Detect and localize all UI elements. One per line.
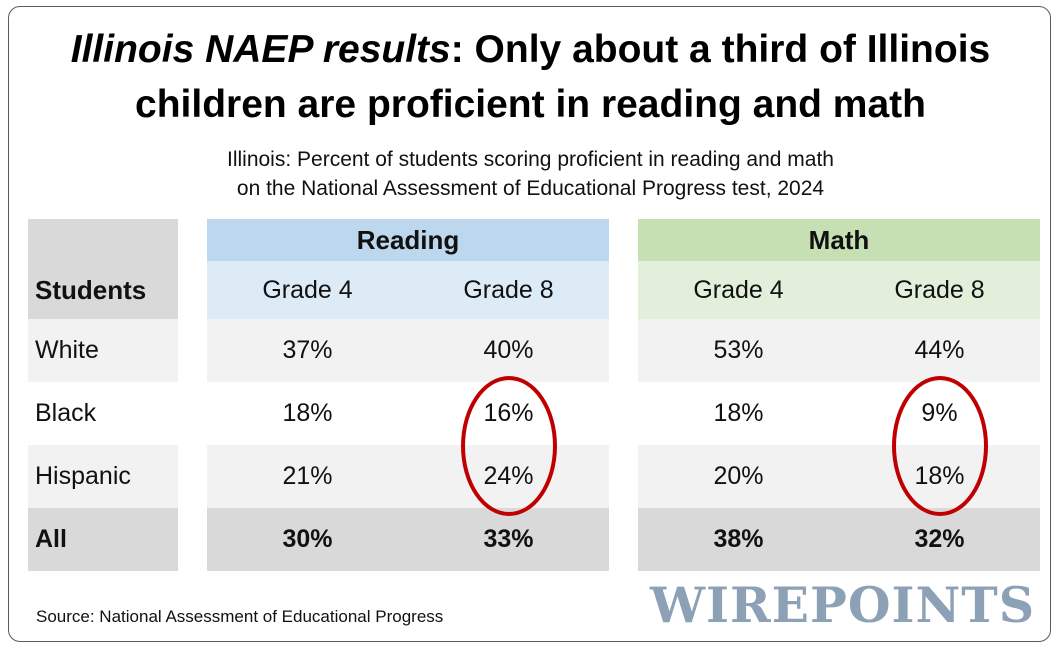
row-label-hispanic: Hispanic (28, 445, 178, 508)
table-cell: 32% (839, 508, 1040, 571)
title-italic-part: Illinois NAEP results (70, 28, 451, 71)
column-header-reading-grade-8: Grade 8 (408, 261, 609, 319)
column-header-math-grade-8: Grade 8 (839, 261, 1040, 319)
table-cell: 18% (282, 399, 333, 427)
row-label-all: All (28, 508, 178, 571)
table-cell: 37% (207, 319, 408, 382)
row-label-white: White (28, 319, 178, 382)
source-note: Source: National Assessment of Education… (36, 607, 444, 626)
title-line-1: Illinois NAEP results: Only about a thir… (0, 22, 1061, 77)
column-header-math-grade-4: Grade 4 (638, 261, 839, 319)
column-header-reading-grade-4: Grade 4 (207, 261, 408, 319)
table-cell: 30% (207, 508, 408, 571)
chart-title: Illinois NAEP results: Only about a thir… (0, 22, 1061, 132)
table-cell: 21% (207, 445, 408, 508)
wirepoints-logo: WIREPOINTS (650, 576, 1036, 634)
table-cell: 40% (408, 319, 609, 382)
header-spacer (28, 219, 178, 261)
subtitle-line-2: on the National Assessment of Educationa… (236, 177, 825, 200)
chart-frame (8, 6, 1051, 642)
title-line-2: children are proficient in reading and m… (135, 83, 926, 126)
highlight-circle-reading (460, 376, 557, 516)
table-cell: 33% (408, 508, 609, 571)
table-cell: 38% (638, 508, 839, 571)
group-header-reading: Reading (207, 219, 609, 261)
title-rest-part: : Only about a third of Illinois (450, 28, 991, 71)
highlight-circle-math (891, 376, 988, 516)
table-cell: 53% (638, 319, 839, 382)
row-header-label: Students (28, 261, 178, 319)
table-cell: 18% (713, 399, 764, 427)
group-header-math: Math (638, 219, 1040, 261)
table-cell: 20% (638, 445, 839, 508)
chart-subtitle: Illinois: Percent of students scoring pr… (0, 145, 1061, 203)
row-label-black: Black (35, 399, 97, 427)
subtitle-line-1: Illinois: Percent of students scoring pr… (226, 148, 834, 171)
table-cell: 44% (839, 319, 1040, 382)
